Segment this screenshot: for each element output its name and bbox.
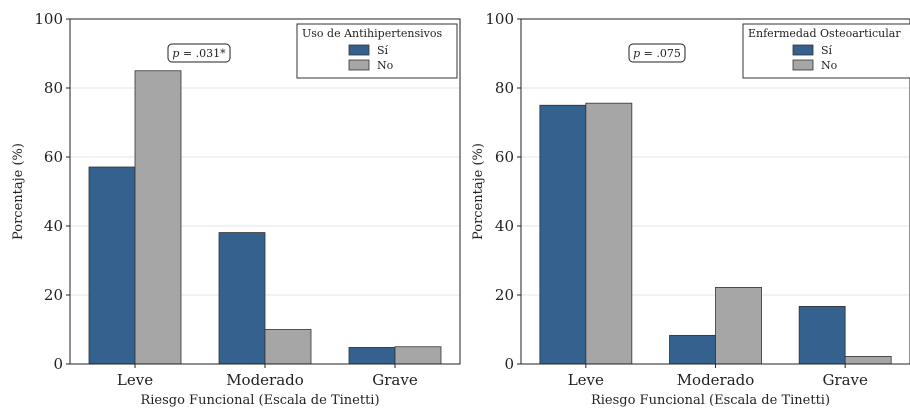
bar-leve-si bbox=[88, 166, 136, 365]
chart-panel-2: Leve Moderado Grave 0 20 40 60 80 100 Riesgo Func… bbox=[471, 10, 910, 408]
legend-label-no: No bbox=[377, 59, 394, 72]
bar-leve-no bbox=[134, 70, 182, 365]
p-value-number: = .075 bbox=[640, 47, 681, 60]
bar-leve-si bbox=[539, 104, 587, 365]
p-value-symbol: p bbox=[172, 47, 179, 60]
y-tick-label: 60 bbox=[495, 148, 514, 166]
bar-moderado-no bbox=[715, 287, 762, 365]
legend-swatch-si bbox=[792, 44, 814, 56]
legend-swatch-no bbox=[792, 59, 814, 71]
y-tick-label: 100 bbox=[34, 10, 63, 28]
p-value-symbol: p bbox=[633, 47, 640, 60]
chart-panel-1: Leve Moderado Grave 0 20 40 60 80 100 Riesgo Func… bbox=[11, 10, 461, 408]
legend-swatch-no bbox=[348, 59, 370, 71]
legend-title: Enfermedad Osteoarticular bbox=[748, 27, 901, 40]
legend-label-si: Sí bbox=[821, 44, 833, 57]
legend-swatch-si bbox=[348, 44, 370, 56]
p-value-text: p = .031* bbox=[172, 47, 226, 60]
bar-leve-no bbox=[585, 102, 633, 365]
y-tick-label: 40 bbox=[495, 217, 514, 235]
legend-label-no: No bbox=[821, 59, 838, 72]
y-tick-label: 80 bbox=[495, 79, 514, 97]
p-value-box bbox=[628, 43, 686, 63]
x-tick-label: Moderado bbox=[677, 371, 755, 389]
x-tick-label: Leve bbox=[117, 371, 153, 389]
bar-grave-si bbox=[348, 347, 396, 365]
y-tick-label: 20 bbox=[44, 286, 63, 304]
plot-frame bbox=[520, 18, 910, 365]
legend: Uso de Antihipertensivos Sí No bbox=[296, 23, 458, 79]
x-tick-label: Grave bbox=[822, 371, 868, 389]
bar-grave-si bbox=[798, 305, 846, 365]
y-tick-label: 60 bbox=[44, 148, 63, 166]
legend-label-si: Sí bbox=[377, 44, 389, 57]
bar-moderado-no bbox=[264, 329, 312, 365]
bar-grave-no bbox=[844, 356, 892, 365]
bar-grave-no bbox=[394, 346, 442, 365]
x-tick-label: Moderado bbox=[226, 371, 304, 389]
x-axis-title: Riesgo Funcional (Escala de Tinetti) bbox=[591, 393, 830, 408]
plot-frame bbox=[69, 18, 461, 365]
p-value-number: = .031* bbox=[179, 47, 226, 60]
x-tick-label: Grave bbox=[372, 371, 418, 389]
legend-box bbox=[742, 23, 910, 79]
y-tick-label: 80 bbox=[44, 79, 63, 97]
y-axis-title: Porcentaje (%) bbox=[11, 143, 26, 240]
bar-moderado-si bbox=[218, 232, 266, 365]
x-tick-label: Leve bbox=[568, 371, 604, 389]
legend-box bbox=[296, 23, 458, 79]
y-tick-label: 20 bbox=[495, 286, 514, 304]
y-tick-label: 100 bbox=[485, 10, 514, 28]
y-tick-label: 0 bbox=[53, 355, 63, 373]
y-tick-label: 40 bbox=[44, 217, 63, 235]
legend: Enfermedad Osteoarticular Sí No bbox=[742, 23, 910, 79]
y-tick-label: 0 bbox=[504, 355, 514, 373]
p-value-text: p = .075 bbox=[633, 47, 681, 60]
legend-title: Uso de Antihipertensivos bbox=[302, 27, 442, 40]
bar-moderado-si bbox=[669, 334, 716, 365]
p-value-box bbox=[167, 43, 231, 63]
y-axis-title: Porcentaje (%) bbox=[471, 143, 486, 240]
x-axis-title: Riesgo Funcional (Escala de Tinetti) bbox=[140, 393, 379, 408]
